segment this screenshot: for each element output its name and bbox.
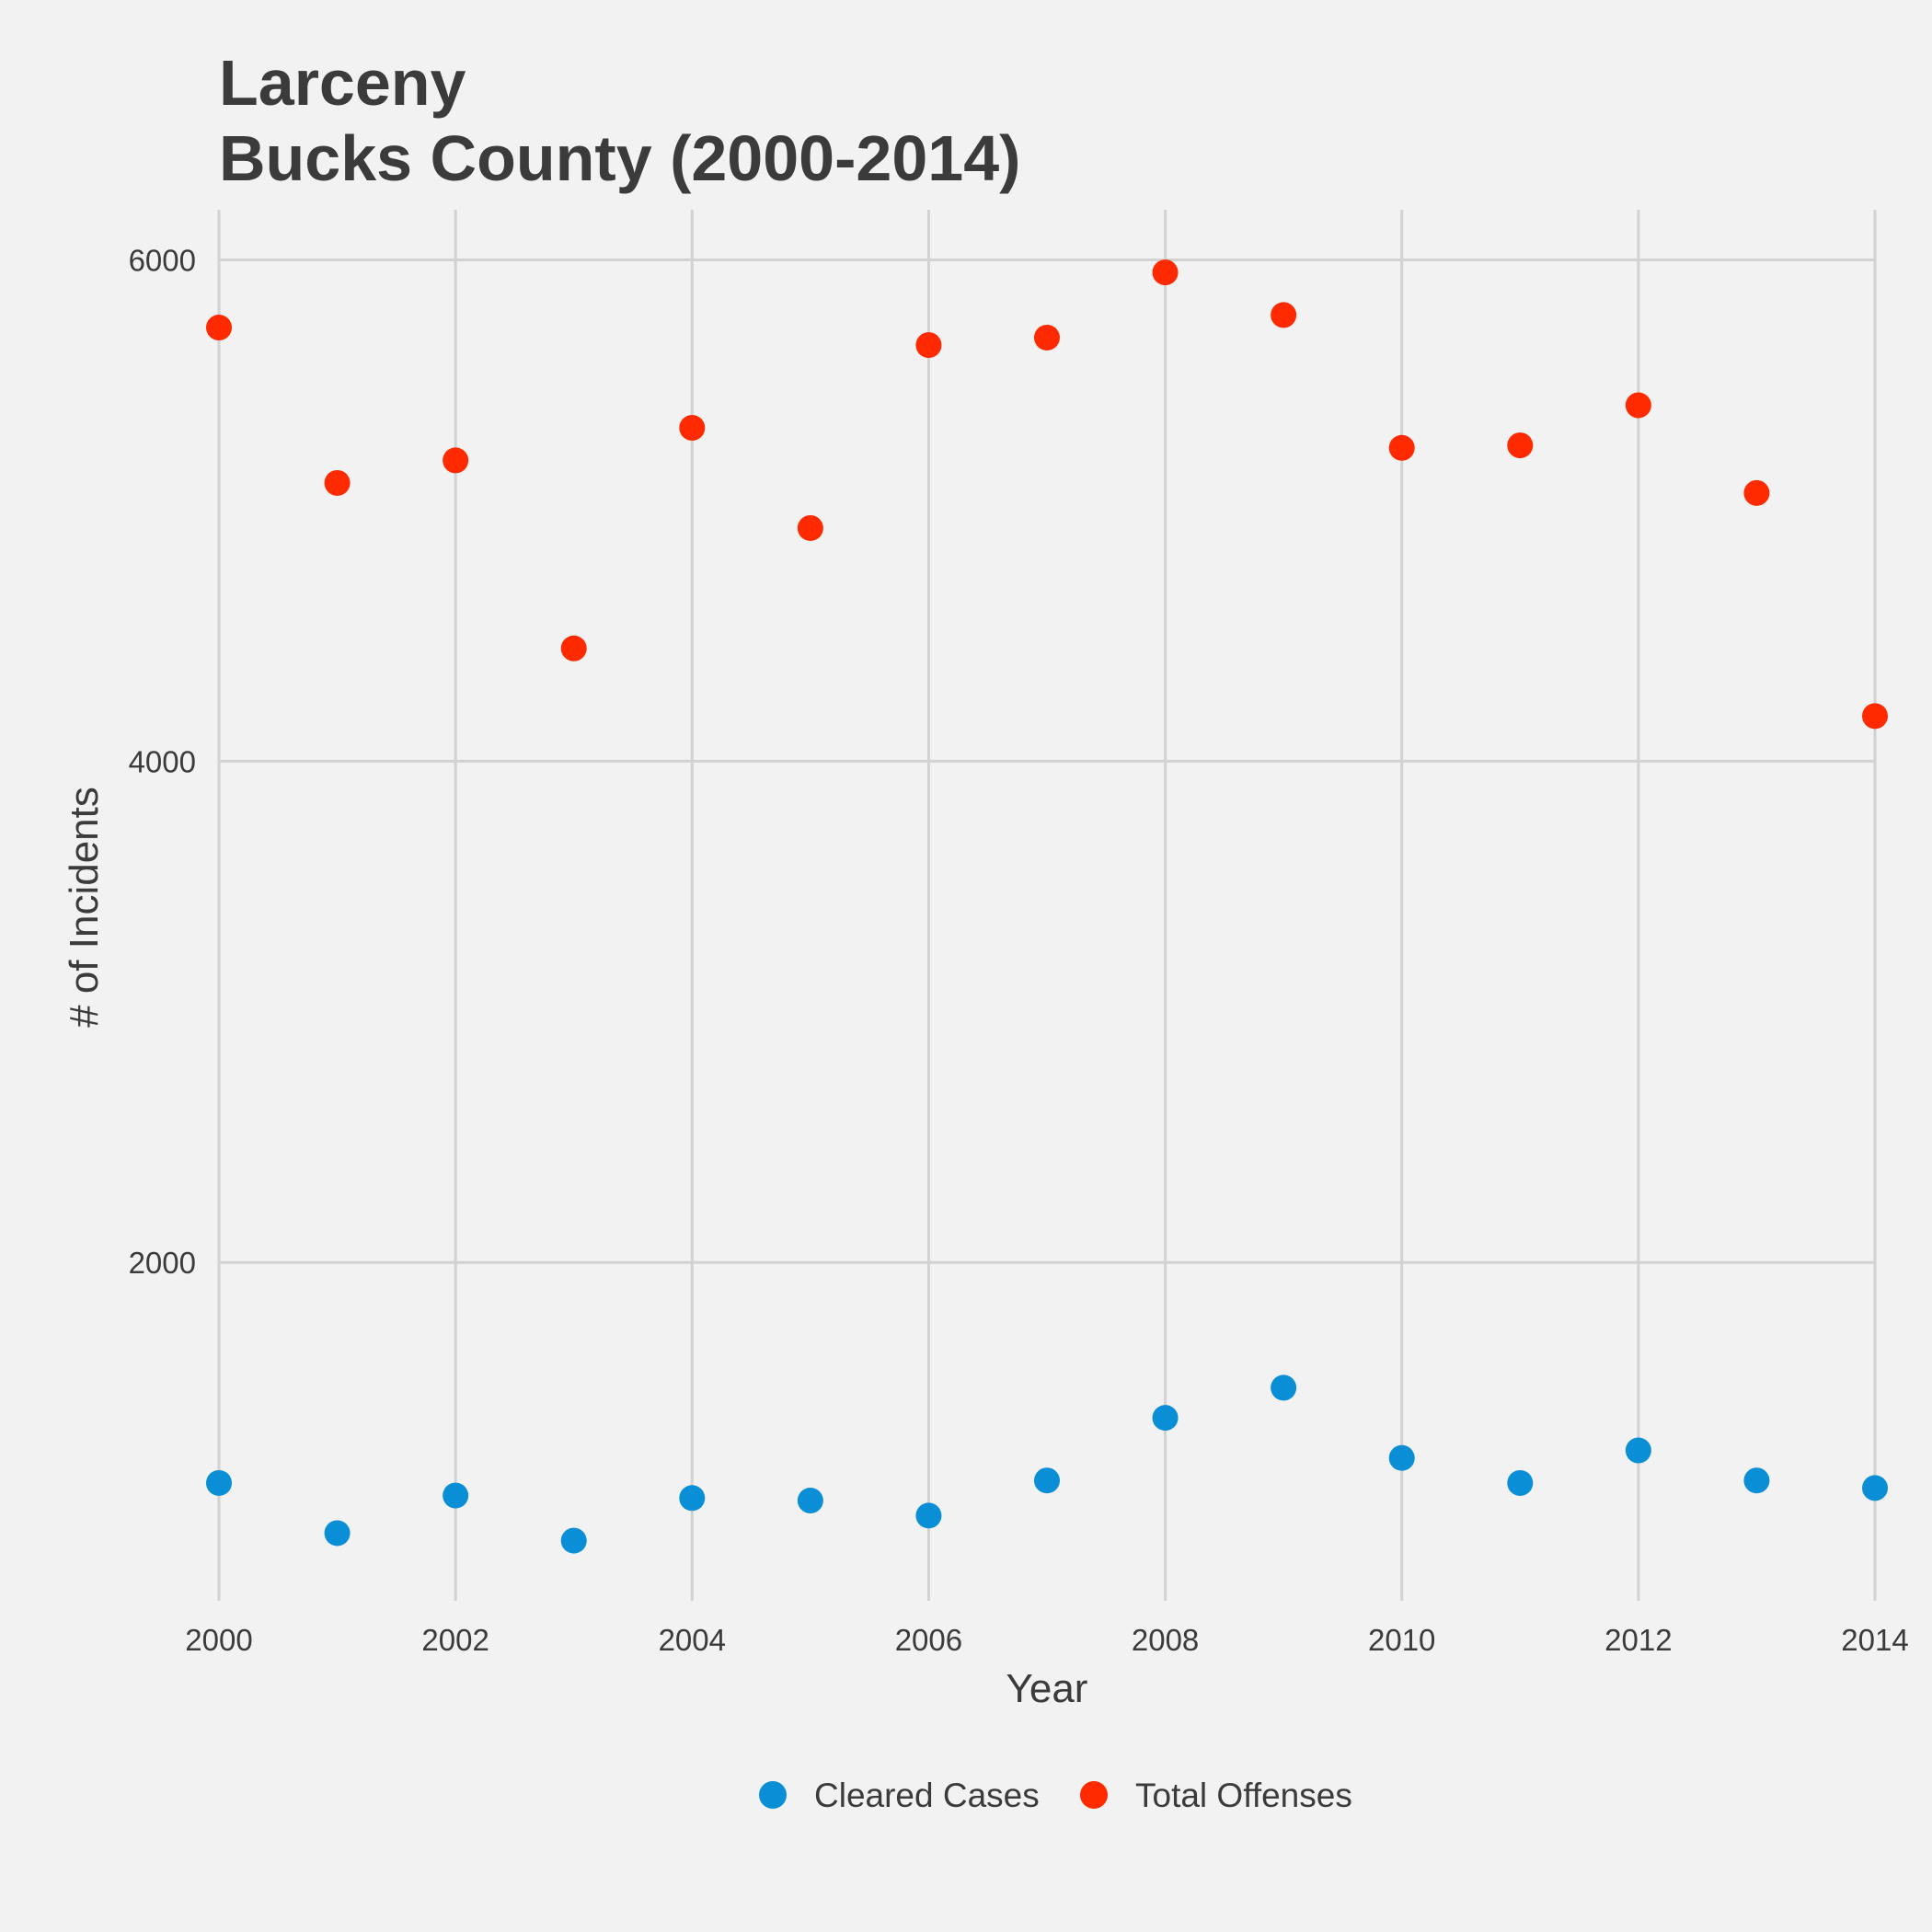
point-cleared-cases-2002 (443, 1482, 469, 1509)
point-cleared-cases-2008 (1152, 1405, 1179, 1432)
legend-swatch-total-offenses (1080, 1781, 1108, 1809)
y-axis-label: # of Incidents (62, 787, 107, 1028)
point-cleared-cases-2012 (1625, 1437, 1651, 1464)
point-total-offenses-2005 (797, 514, 823, 541)
point-cleared-cases-2005 (797, 1488, 823, 1514)
legend-label-total-offenses: Total Offenses (1135, 1777, 1352, 1814)
x-tick-label: 2014 (1841, 1623, 1908, 1657)
x-tick-label: 2002 (421, 1623, 489, 1657)
x-tick-label: 2004 (659, 1623, 726, 1657)
point-total-offenses-2008 (1152, 259, 1179, 286)
point-total-offenses-2010 (1388, 434, 1415, 461)
point-total-offenses-2003 (560, 635, 587, 661)
point-total-offenses-2009 (1271, 302, 1297, 328)
point-total-offenses-2013 (1743, 479, 1770, 506)
grid-lines (217, 210, 1877, 1601)
legend-swatch-cleared-cases (759, 1781, 787, 1809)
point-cleared-cases-2013 (1743, 1467, 1770, 1494)
chart-title-line1: Larceny (219, 47, 466, 119)
point-total-offenses-2002 (443, 447, 469, 474)
legend-label-cleared-cases: Cleared Cases (814, 1777, 1040, 1814)
point-cleared-cases-2014 (1862, 1475, 1888, 1501)
x-tick-label: 2008 (1132, 1623, 1199, 1657)
point-total-offenses-2012 (1625, 392, 1651, 419)
x-axis-label: Year (1006, 1666, 1088, 1711)
point-cleared-cases-2001 (324, 1520, 351, 1547)
point-total-offenses-2007 (1034, 324, 1060, 351)
point-total-offenses-2006 (915, 332, 942, 359)
chart-title-line2: Bucks County (2000-2014) (219, 122, 1020, 194)
point-cleared-cases-2004 (679, 1485, 706, 1512)
data-points (206, 259, 1888, 1554)
y-tick-label: 4000 (129, 744, 196, 778)
point-cleared-cases-2011 (1507, 1469, 1534, 1496)
point-total-offenses-2004 (679, 415, 706, 442)
point-cleared-cases-2003 (560, 1527, 587, 1554)
point-cleared-cases-2006 (915, 1502, 942, 1529)
point-total-offenses-2011 (1507, 432, 1534, 459)
x-tick-label: 2010 (1368, 1623, 1435, 1657)
point-cleared-cases-2007 (1034, 1467, 1060, 1494)
point-total-offenses-2000 (206, 315, 232, 341)
point-cleared-cases-2009 (1271, 1374, 1297, 1401)
point-total-offenses-2001 (324, 469, 351, 496)
y-tick-label: 6000 (129, 243, 196, 277)
x-tick-label: 2000 (185, 1623, 252, 1657)
point-cleared-cases-2000 (206, 1469, 232, 1496)
legend: Cleared Cases Total Offenses (759, 1777, 1352, 1814)
x-tick-label: 2006 (895, 1623, 962, 1657)
y-tick-label: 2000 (129, 1246, 196, 1280)
point-total-offenses-2014 (1862, 703, 1888, 730)
x-tick-label: 2012 (1604, 1623, 1672, 1657)
tick-labels: 2000 2002 2004 2006 2008 2010 2012 2014 2000 4000… (129, 243, 1909, 1657)
point-cleared-cases-2010 (1388, 1444, 1415, 1471)
